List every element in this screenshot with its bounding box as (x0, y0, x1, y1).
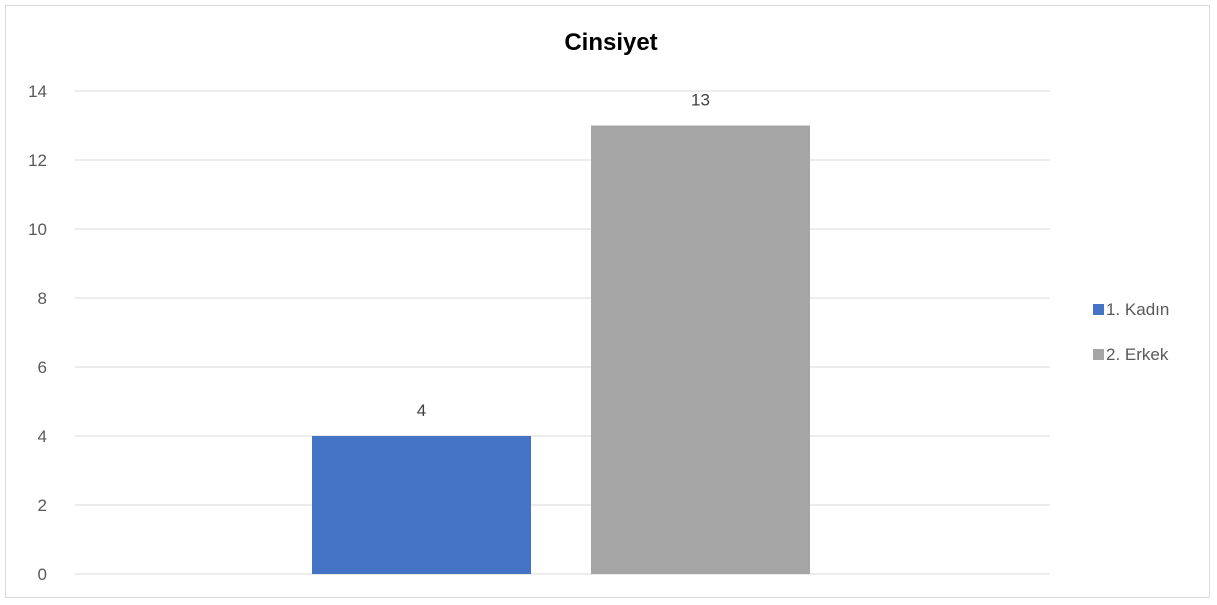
y-axis-ticks: 0 2 4 6 8 10 12 14 (28, 82, 47, 584)
gridlines (75, 90, 1050, 575)
y-tick-label: 6 (38, 358, 47, 377)
bars (312, 125, 810, 575)
y-tick-label: 4 (38, 427, 47, 446)
legend-swatch (1093, 304, 1104, 315)
data-label: 4 (417, 401, 426, 420)
y-tick-label: 0 (38, 565, 47, 584)
data-labels: 4 13 (417, 91, 710, 421)
legend-item-1[interactable]: 1. Kadın (1093, 300, 1169, 319)
legend-label: 1. Kadın (1106, 300, 1169, 319)
y-tick-label: 2 (38, 496, 47, 515)
y-tick-label: 10 (28, 220, 47, 239)
y-tick-label: 8 (38, 289, 47, 308)
legend-label: 2. Erkek (1106, 345, 1169, 364)
data-label: 13 (691, 91, 710, 110)
y-tick-label: 12 (28, 151, 47, 170)
y-tick-label: 14 (28, 82, 47, 101)
bar-1[interactable] (312, 436, 531, 574)
legend: 1. Kadın 2. Erkek (1093, 300, 1169, 364)
legend-item-2[interactable]: 2. Erkek (1093, 345, 1169, 364)
chart-title: Cinsiyet (564, 29, 657, 56)
bar-2[interactable] (591, 125, 810, 575)
legend-swatch (1093, 349, 1104, 360)
